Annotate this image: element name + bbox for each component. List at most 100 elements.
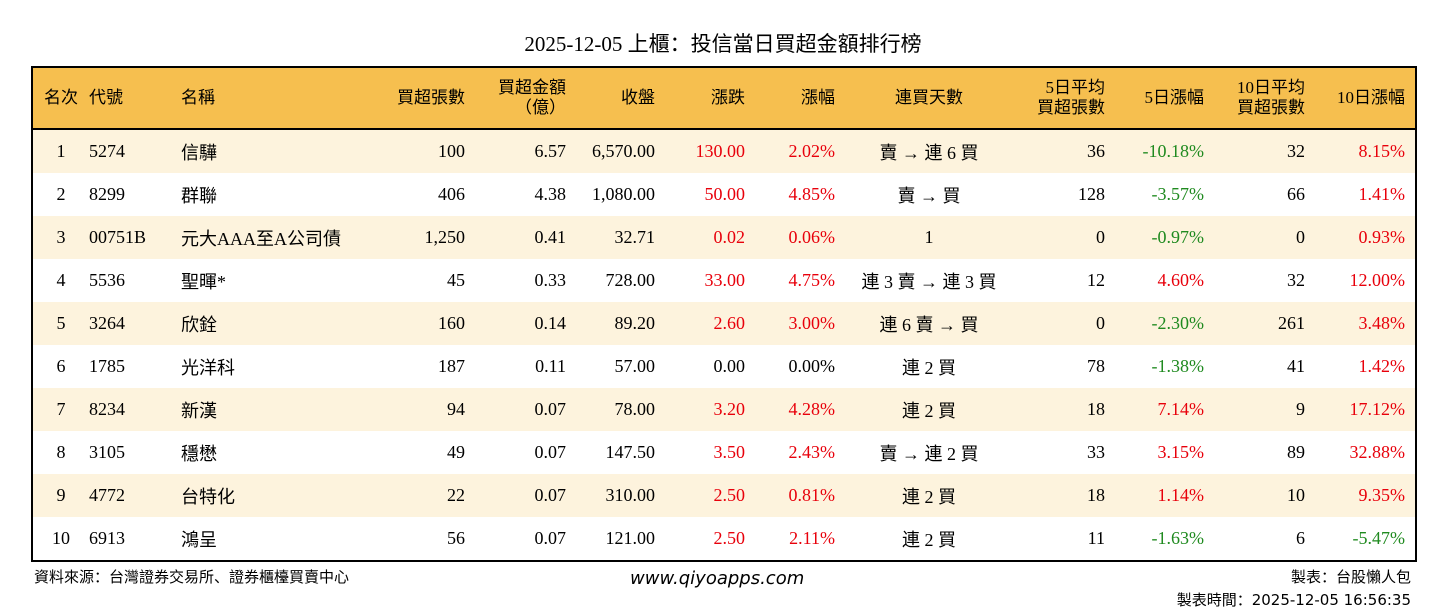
cell-pct5: 7.14% xyxy=(1115,388,1214,431)
cell-avg5-lots: 11 xyxy=(1087,528,1105,548)
cell-code: 3105 xyxy=(89,442,125,462)
cell-buy-lots: 56 xyxy=(447,528,465,548)
cell-change-pct: 4.28% xyxy=(755,388,845,431)
cell-code: 8299 xyxy=(89,184,125,204)
ranking-table: 名次 代號 名稱 買超張數 買超金額 （億） 收盤 漲跌 漲幅 連買天數 5日平均 買超張數 5日漲… xyxy=(31,66,1417,562)
cell-buy-amount: 0.07 xyxy=(534,442,567,462)
header-rank: 名次 xyxy=(32,67,89,130)
cell-close: 32.71 xyxy=(576,216,665,259)
table-row: 6 1785 光洋科 187 0.11 57.00 0.00 0.00% 連 2 買 78 -1.3… xyxy=(32,345,1416,388)
table-row: 9 4772 台特化 22 0.07 310.00 2.50 0.81% 連 2 買 18 1.14… xyxy=(32,474,1416,517)
header-pct10: 10日漲幅 xyxy=(1315,67,1416,130)
cell-avg5-lots: 128 xyxy=(1078,184,1105,204)
cell-name: 欣銓 xyxy=(181,302,381,345)
cell-pct5: -1.63% xyxy=(1151,528,1205,548)
table-row: 1 5274 信驊 100 6.57 6,570.00 130.00 2.02% 賣 → 連 6… xyxy=(32,129,1416,173)
cell-streak: 賣 → 買 xyxy=(897,185,961,206)
cell-avg10-lots: 0 xyxy=(1214,216,1315,259)
header-buy-amount: 買超金額 （億） xyxy=(475,67,576,130)
cell-change-pct: 4.85% xyxy=(788,184,836,204)
cell-avg10-lots: 32 xyxy=(1214,129,1315,173)
cell-buy-amount: 0.11 xyxy=(535,356,566,376)
cell-avg5-lots: 0 xyxy=(1013,216,1115,259)
header-avg5-lots: 5日平均 買超張數 xyxy=(1013,67,1115,130)
header-code: 代號 xyxy=(89,67,181,130)
header-streak: 連買天數 xyxy=(845,67,1013,130)
cell-avg10-lots: 10 xyxy=(1214,474,1315,517)
cell-streak: 連 2 買 xyxy=(902,529,956,550)
cell-pct10: 1.42% xyxy=(1358,356,1406,376)
cell-code: 6913 xyxy=(89,528,125,548)
cell-buy-lots: 187 xyxy=(438,356,465,376)
cell-code: 1785 xyxy=(89,356,125,376)
data-source: 資料來源：台灣證券交易所、證券櫃檯買賣中心 xyxy=(34,568,350,586)
cell-rank: 2 xyxy=(56,184,66,204)
cell-pct5: -10.18% xyxy=(1115,129,1214,173)
website-link[interactable]: www.qiyoapps.com xyxy=(630,568,805,589)
cell-close: 728.00 xyxy=(605,270,656,290)
cell-name: 群聯 xyxy=(181,185,217,206)
cell-buy-amount: 0.33 xyxy=(534,270,567,290)
cell-pct5: 4.60% xyxy=(1157,270,1205,290)
cell-pct10: 12.00% xyxy=(1349,270,1406,290)
cell-avg5-lots: 0 xyxy=(1013,302,1115,345)
cell-rank: 3 xyxy=(32,216,89,259)
cell-change-pct: 4.75% xyxy=(788,270,836,290)
cell-avg5-lots: 78 xyxy=(1087,356,1105,376)
cell-rank: 10 xyxy=(52,528,70,548)
cell-buy-lots: 49 xyxy=(447,442,465,462)
table-row: 2 8299 群聯 406 4.38 1,080.00 50.00 4.85% 賣 → 買 128… xyxy=(32,173,1416,216)
table-header: 名次 代號 名稱 買超張數 買超金額 （億） 收盤 漲跌 漲幅 連買天數 5日平均 買超張數 5日漲… xyxy=(32,67,1416,130)
cell-code: 4772 xyxy=(89,474,181,517)
cell-change-pct: 0.06% xyxy=(755,216,845,259)
table-row: 8 3105 穩懋 49 0.07 147.50 3.50 2.43% 賣 → 連 2 買 33 3… xyxy=(32,431,1416,474)
cell-code: 00751B xyxy=(89,216,181,259)
cell-avg5-lots: 18 xyxy=(1013,474,1115,517)
cell-buy-amount: 0.14 xyxy=(475,302,576,345)
cell-buy-amount: 0.07 xyxy=(475,474,576,517)
cell-rank: 9 xyxy=(32,474,89,517)
cell-change: 0.00 xyxy=(713,356,746,376)
cell-close: 78.00 xyxy=(576,388,665,431)
cell-buy-lots: 1,250 xyxy=(381,216,475,259)
cell-pct5: 1.14% xyxy=(1115,474,1214,517)
cell-pct10: 8.15% xyxy=(1315,129,1416,173)
cell-avg5-lots: 12 xyxy=(1087,270,1105,290)
cell-pct5: -3.57% xyxy=(1151,184,1205,204)
cell-code: 5536 xyxy=(89,270,125,290)
generated-time: 製表時間：2025-12-05 16:56:35 xyxy=(1176,591,1411,609)
cell-buy-amount: 0.07 xyxy=(534,528,567,548)
page-title: 2025-12-05 上櫃：投信當日買超金額排行榜 xyxy=(524,32,922,56)
cell-change: 50.00 xyxy=(704,184,746,204)
cell-rank: 7 xyxy=(32,388,89,431)
cell-close: 6,570.00 xyxy=(576,129,665,173)
cell-change-pct: 2.02% xyxy=(755,129,845,173)
cell-streak: 連 6 賣 → 買 xyxy=(845,302,1013,345)
cell-pct5: -1.38% xyxy=(1151,356,1205,376)
header-close: 收盤 xyxy=(576,67,665,130)
cell-change: 2.50 xyxy=(665,474,755,517)
cell-avg10-lots: 32 xyxy=(1287,270,1305,290)
cell-streak: 賣 → 連 6 買 xyxy=(845,129,1013,173)
cell-name: 穩懋 xyxy=(181,443,217,464)
cell-name: 信驊 xyxy=(181,129,381,173)
maker: 製表：台股懶人包 xyxy=(1290,568,1411,586)
cell-streak: 連 2 買 xyxy=(902,357,956,378)
cell-streak: 連 2 買 xyxy=(845,388,1013,431)
cell-avg10-lots: 66 xyxy=(1287,184,1305,204)
maker-info: 製表：台股懶人包 製表時間：2025-12-05 16:56:35 xyxy=(1177,566,1411,612)
cell-pct10: -5.47% xyxy=(1352,528,1406,548)
header-change: 漲跌 xyxy=(665,67,755,130)
cell-code: 8234 xyxy=(89,388,181,431)
cell-buy-amount: 0.41 xyxy=(475,216,576,259)
cell-pct10: 1.41% xyxy=(1358,184,1406,204)
cell-code: 3264 xyxy=(89,302,181,345)
cell-avg5-lots: 33 xyxy=(1087,442,1105,462)
cell-pct5: 3.15% xyxy=(1157,442,1205,462)
header-pct5: 5日漲幅 xyxy=(1115,67,1214,130)
cell-code: 5274 xyxy=(89,129,181,173)
cell-avg10-lots: 41 xyxy=(1287,356,1305,376)
cell-buy-lots: 45 xyxy=(447,270,465,290)
cell-close: 121.00 xyxy=(605,528,656,548)
cell-name: 新漢 xyxy=(181,388,381,431)
